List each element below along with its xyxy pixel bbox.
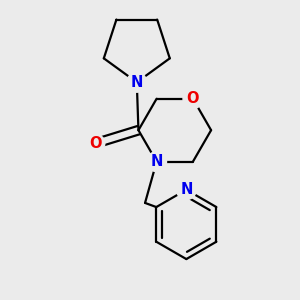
Text: O: O (89, 136, 102, 151)
Text: O: O (187, 91, 199, 106)
Text: N: N (180, 182, 193, 197)
Circle shape (147, 152, 166, 172)
Text: N: N (150, 154, 163, 169)
Circle shape (127, 72, 147, 92)
Circle shape (183, 89, 203, 109)
Circle shape (86, 134, 105, 153)
Text: N: N (130, 75, 143, 90)
Circle shape (176, 180, 196, 200)
